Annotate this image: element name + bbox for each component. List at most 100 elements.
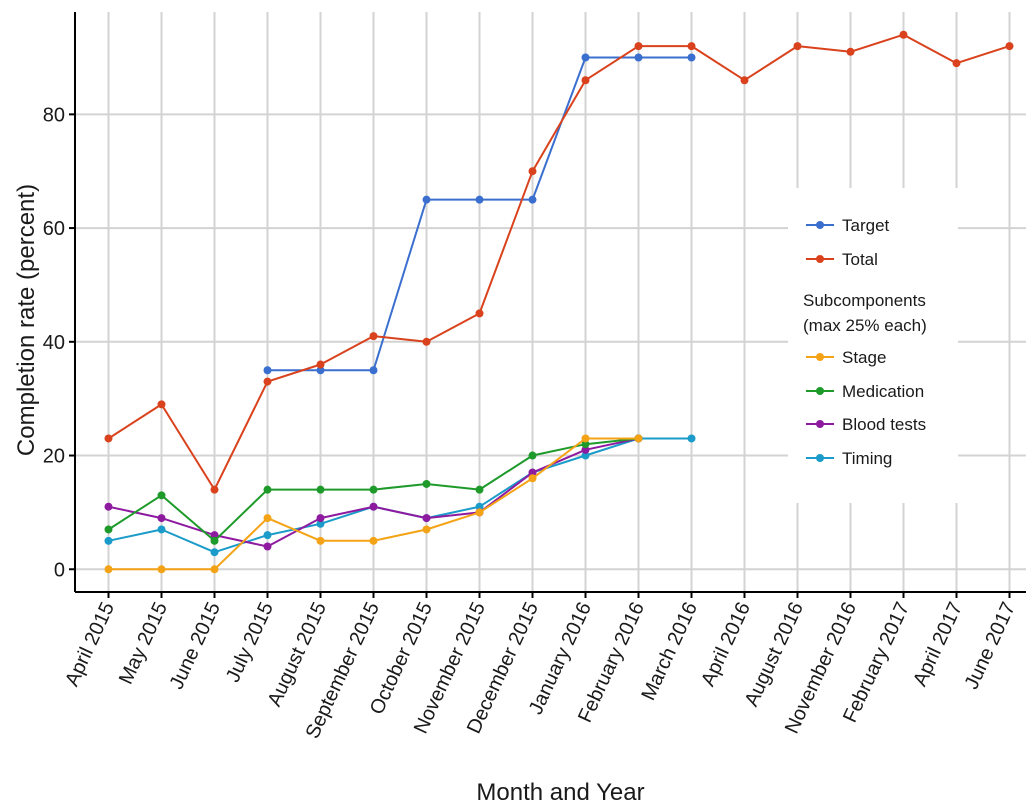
data-point-total xyxy=(581,76,590,85)
data-point-target xyxy=(528,195,537,204)
data-point-timing xyxy=(263,531,272,540)
data-point-medication xyxy=(475,485,484,494)
x-tick-label: July 2015 xyxy=(222,599,278,686)
x-tick-label: April 2015 xyxy=(61,599,119,690)
x-tick-label: June 2017 xyxy=(961,599,1020,693)
x-axis-title: Month and Year xyxy=(476,779,644,806)
data-point-medication xyxy=(422,479,431,488)
data-point-target xyxy=(263,366,272,375)
data-point-total xyxy=(899,30,908,39)
data-point-timing xyxy=(210,548,219,557)
legend-background xyxy=(788,188,958,503)
legend-label-target: Target xyxy=(842,216,890,235)
series-layer xyxy=(104,30,1014,574)
data-point-stage xyxy=(263,514,272,523)
data-point-blood-tests xyxy=(263,542,272,551)
data-point-blood-tests xyxy=(210,531,219,540)
legend-label-blood-tests: Blood tests xyxy=(842,415,926,434)
data-point-timing xyxy=(104,536,113,545)
data-point-blood-tests xyxy=(422,514,431,523)
data-point-target xyxy=(316,366,325,375)
y-axis-title: Completion rate (percent) xyxy=(13,184,40,456)
legend-marker-timing xyxy=(816,454,824,462)
data-point-total xyxy=(793,42,802,51)
data-point-stage xyxy=(316,536,325,545)
data-point-total xyxy=(528,167,537,176)
data-point-stage xyxy=(634,434,643,443)
data-point-medication xyxy=(157,491,166,500)
x-tick-label: May 2015 xyxy=(115,599,172,688)
legend: Target Total Subcomponents (max 25% each) St… xyxy=(803,216,927,468)
data-point-medication xyxy=(528,451,537,460)
data-point-medication xyxy=(581,440,590,449)
x-tick-label: April 2016 xyxy=(697,599,755,690)
series-timing xyxy=(104,434,696,557)
data-point-total xyxy=(687,42,696,51)
legend-label-stage: Stage xyxy=(842,348,886,367)
data-point-stage xyxy=(157,565,166,574)
x-tick-label: June 2015 xyxy=(166,599,225,693)
legend-heading: Subcomponents xyxy=(803,291,926,310)
legend-subheading: (max 25% each) xyxy=(803,316,927,335)
data-point-medication xyxy=(263,485,272,494)
series-stage xyxy=(104,434,643,574)
data-point-medication xyxy=(104,525,113,534)
data-point-timing xyxy=(475,502,484,511)
data-point-timing xyxy=(157,525,166,534)
x-tick-label: March 2016 xyxy=(637,599,702,704)
legend-marker-target xyxy=(816,221,824,229)
x-tick-label: April 2017 xyxy=(909,599,967,690)
data-point-stage xyxy=(581,434,590,443)
data-point-total xyxy=(316,360,325,369)
data-point-target xyxy=(369,366,378,375)
legend-marker-total xyxy=(816,255,824,263)
data-point-target xyxy=(475,195,484,204)
data-point-target xyxy=(634,53,643,62)
data-point-target xyxy=(687,53,696,62)
data-point-total xyxy=(475,309,484,318)
legend-label-timing: Timing xyxy=(842,449,892,468)
data-point-total xyxy=(740,76,749,85)
data-point-total xyxy=(1005,42,1014,51)
data-point-blood-tests xyxy=(316,514,325,523)
y-tick-label: 60 xyxy=(43,218,65,240)
y-tick-label: 80 xyxy=(43,104,65,126)
data-point-total xyxy=(846,47,855,56)
data-point-blood-tests xyxy=(104,502,113,511)
data-point-blood-tests xyxy=(369,502,378,511)
data-point-total xyxy=(634,42,643,51)
data-point-total xyxy=(422,337,431,346)
data-point-total xyxy=(263,377,272,386)
data-point-stage xyxy=(475,508,484,517)
data-point-blood-tests xyxy=(528,468,537,477)
data-point-total xyxy=(104,434,113,443)
series-total xyxy=(104,30,1014,494)
data-point-target xyxy=(581,53,590,62)
data-point-medication xyxy=(210,536,219,545)
data-point-blood-tests xyxy=(157,514,166,523)
data-point-total xyxy=(952,59,961,68)
data-point-timing xyxy=(316,519,325,528)
data-point-blood-tests xyxy=(581,445,590,454)
y-tick-label: 20 xyxy=(43,446,65,468)
legend-label-total: Total xyxy=(842,250,878,269)
data-point-stage xyxy=(422,525,431,534)
data-point-stage xyxy=(528,474,537,483)
data-point-total xyxy=(157,400,166,409)
data-point-target xyxy=(422,195,431,204)
data-point-medication xyxy=(369,485,378,494)
legend-marker-stage xyxy=(816,353,824,361)
data-point-total xyxy=(210,485,219,494)
data-point-timing xyxy=(581,451,590,460)
legend-marker-medication xyxy=(816,387,824,395)
y-tick-label: 40 xyxy=(43,332,65,354)
data-point-stage xyxy=(104,565,113,574)
y-tick-label: 0 xyxy=(54,559,65,581)
legend-label-medication: Medication xyxy=(842,382,924,401)
data-point-medication xyxy=(316,485,325,494)
data-point-stage xyxy=(210,565,219,574)
data-point-timing xyxy=(687,434,696,443)
series-line-total xyxy=(107,33,1010,491)
data-point-stage xyxy=(369,536,378,545)
